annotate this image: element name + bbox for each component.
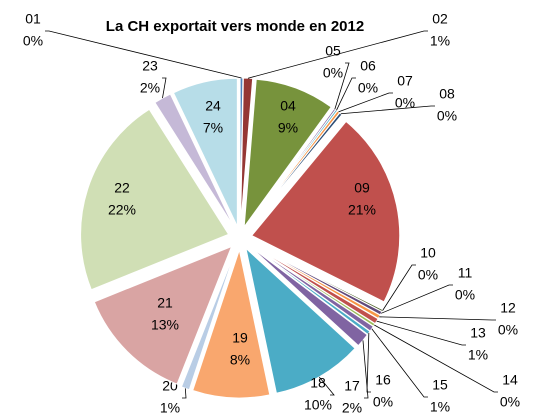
- leader-line: [379, 316, 496, 321]
- slice-value-label: 13%: [151, 317, 179, 333]
- slice-value-label: 1%: [468, 347, 488, 363]
- slice-value-label: 22%: [108, 202, 136, 218]
- slice-value-label: 0%: [395, 95, 415, 111]
- slice-value-label: 9%: [278, 120, 298, 136]
- slice-category: 14: [502, 372, 518, 388]
- slice-value-label: 0%: [323, 65, 343, 81]
- slice-category: 19: [232, 330, 248, 346]
- slice-category: 16: [375, 372, 391, 388]
- slice-category: 12: [500, 300, 516, 316]
- slice-value-label: 0%: [418, 267, 438, 283]
- leader-line: [374, 324, 498, 393]
- slice-category: 22: [114, 180, 130, 196]
- leader-line: [371, 328, 428, 398]
- chart-title: La CH exportait vers monde en 2012: [106, 18, 364, 35]
- slice-value-label: 1%: [430, 399, 450, 415]
- slice-category: 15: [432, 377, 448, 393]
- slice-value-label: 0%: [373, 394, 393, 410]
- slice-category: 13: [470, 325, 486, 341]
- pie-slice: [192, 248, 271, 399]
- slice-category: 02: [432, 11, 448, 27]
- slice-value-label: 0%: [358, 80, 378, 96]
- slice-value-label: 0%: [455, 287, 475, 303]
- slice-category: 07: [397, 73, 413, 89]
- slice-category: 11: [458, 265, 473, 281]
- pie-slice: [154, 93, 235, 228]
- slice-value-label: 1%: [160, 400, 180, 416]
- slice-value-label: 7%: [203, 120, 223, 136]
- slice-category: 21: [157, 295, 173, 311]
- slice-category: 09: [354, 180, 370, 196]
- pie-slice: [80, 108, 230, 291]
- leader-line: [338, 92, 393, 113]
- slice-category: 08: [439, 86, 455, 102]
- slice-category: 17: [344, 378, 360, 394]
- slice-category: 18: [310, 375, 326, 391]
- pie-slice: [250, 120, 401, 303]
- leader-line: [334, 62, 350, 110]
- slice-value-label: 10%: [304, 397, 332, 413]
- slice-value-label: 1%: [430, 33, 450, 49]
- slice-category: 05: [325, 43, 341, 59]
- leader-line: [382, 264, 416, 311]
- leader-line: [366, 332, 371, 393]
- pie-slice: [243, 78, 332, 229]
- slice-value-label: 0%: [23, 33, 43, 49]
- slice-category: 24: [205, 98, 221, 114]
- leader-line: [247, 30, 428, 79]
- pie-slice: [172, 77, 238, 227]
- leader-line: [318, 376, 335, 396]
- slice-value-label: 0%: [500, 394, 520, 410]
- slice-category: 23: [142, 58, 158, 74]
- slice-value-label: 8%: [230, 352, 250, 368]
- leader-line: [340, 105, 435, 115]
- slice-value-label: 2%: [342, 400, 362, 416]
- pie-slice: [247, 112, 343, 230]
- slice-category: 01: [25, 11, 41, 27]
- pie-slice: [93, 245, 233, 385]
- leader-line: [381, 284, 453, 314]
- slice-value-label: 0%: [437, 108, 457, 124]
- slice-value-label: 0%: [498, 322, 518, 338]
- leader-line: [182, 388, 187, 399]
- leader-line: [45, 30, 242, 79]
- slice-value-label: 21%: [348, 202, 376, 218]
- leader-line: [362, 340, 369, 399]
- slice-category: 04: [280, 98, 296, 114]
- slice-category: 10: [420, 245, 436, 261]
- slice-value-label: 2%: [140, 80, 160, 96]
- pie-slice: [249, 244, 371, 336]
- slice-category: 06: [360, 58, 376, 74]
- leader-line: [336, 77, 356, 111]
- leader-line: [162, 77, 167, 99]
- leader-line: [376, 320, 466, 346]
